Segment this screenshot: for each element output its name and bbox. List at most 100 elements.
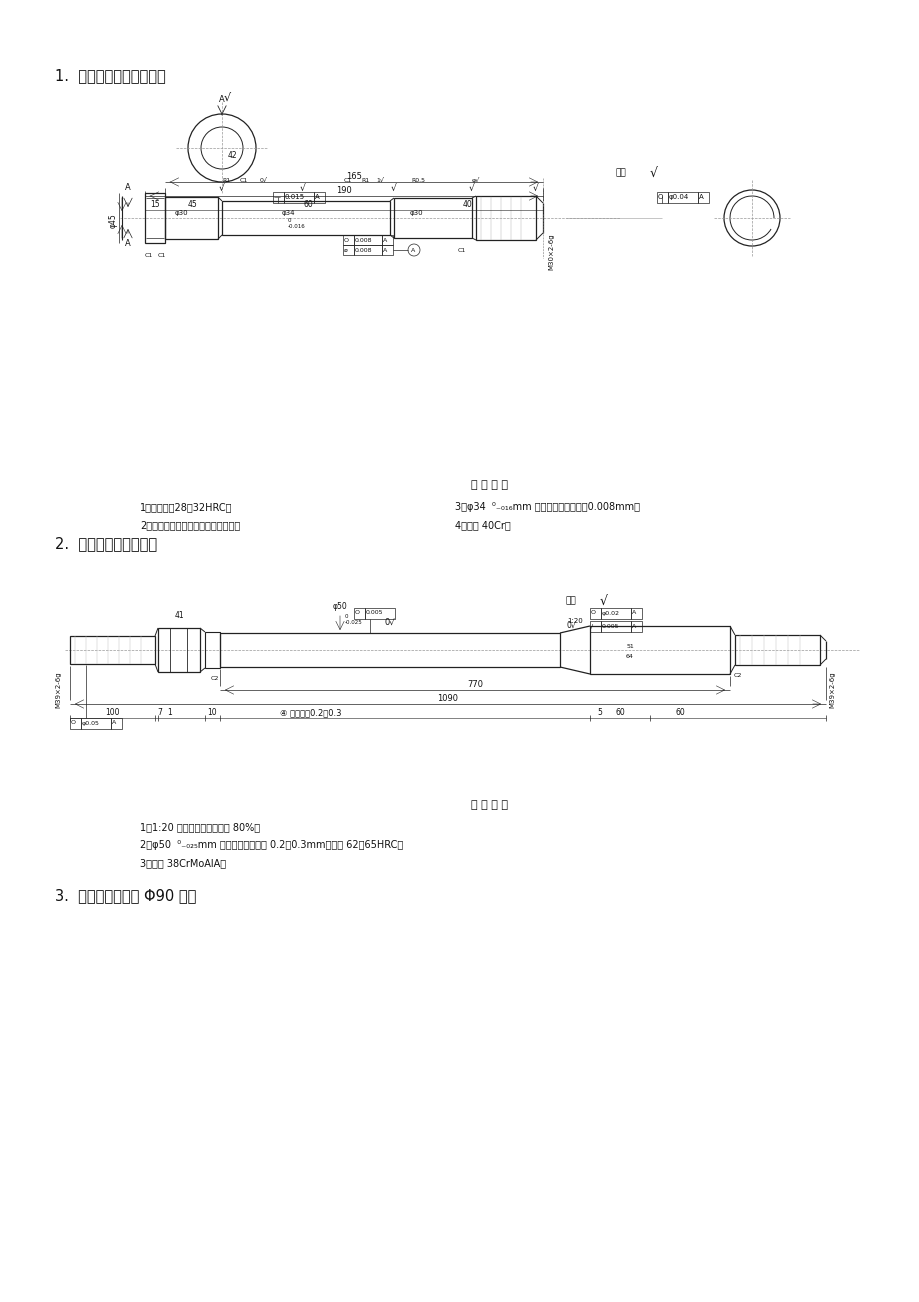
Bar <box>205 631 220 668</box>
Text: A: A <box>382 247 387 253</box>
Text: M39×2-6g: M39×2-6g <box>55 672 61 708</box>
Text: C1: C1 <box>344 178 352 184</box>
Bar <box>343 245 354 255</box>
Bar <box>734 635 819 665</box>
Text: O: O <box>590 611 596 616</box>
Text: φ0.05: φ0.05 <box>82 720 100 725</box>
Bar <box>145 193 165 243</box>
Text: A: A <box>631 611 636 616</box>
Text: 60: 60 <box>302 201 312 210</box>
Text: C2: C2 <box>733 673 742 678</box>
Bar <box>313 191 324 203</box>
Bar <box>381 245 392 255</box>
Text: 1090: 1090 <box>437 694 458 703</box>
Text: 770: 770 <box>467 680 482 689</box>
Text: 0.008: 0.008 <box>355 237 372 242</box>
Text: 0.005: 0.005 <box>601 624 618 629</box>
Text: O: O <box>344 237 348 242</box>
Text: A: A <box>314 194 320 201</box>
Text: 3.  输出轴，毛坏为 Φ90 棒料: 3. 输出轴，毛坏为 Φ90 棒料 <box>55 888 196 904</box>
Text: 1: 1 <box>167 708 172 717</box>
Text: √: √ <box>599 595 607 608</box>
Bar <box>475 197 536 240</box>
Text: A: A <box>382 237 387 242</box>
Bar <box>589 621 600 631</box>
Text: 40: 40 <box>462 201 472 210</box>
Text: φ50: φ50 <box>333 602 347 611</box>
Text: √: √ <box>223 92 231 103</box>
Text: φ34: φ34 <box>282 210 295 216</box>
Bar <box>393 198 471 238</box>
Text: 15: 15 <box>150 201 160 210</box>
Text: 0: 0 <box>345 615 348 618</box>
Text: 45: 45 <box>187 201 198 210</box>
Bar <box>354 245 381 255</box>
Text: 0√: 0√ <box>260 178 267 184</box>
Text: 60: 60 <box>675 708 684 717</box>
Bar <box>158 628 199 672</box>
Text: A: A <box>631 624 636 629</box>
Text: A: A <box>112 720 116 725</box>
Text: 0.015: 0.015 <box>285 194 305 201</box>
Bar <box>284 191 313 203</box>
Text: φ0.02: φ0.02 <box>601 611 619 616</box>
Bar <box>343 234 354 245</box>
Text: 0.008: 0.008 <box>355 247 372 253</box>
Text: ④ 氮化深度0.2－0.3: ④ 氮化深度0.2－0.3 <box>279 708 341 717</box>
Text: 4．材料 40Cr。: 4．材料 40Cr。 <box>455 519 510 530</box>
Text: 0√: 0√ <box>566 621 576 630</box>
Text: √: √ <box>650 167 657 180</box>
Text: C1: C1 <box>240 178 248 184</box>
Text: 2．φ50  ⁰₋₀₂₅mm 部分氮化层深度为 0.2－0.3mm，硬度 62－65HRC。: 2．φ50 ⁰₋₀₂₅mm 部分氮化层深度为 0.2－0.3mm，硬度 62－6… <box>140 840 403 850</box>
Text: O: O <box>657 194 663 201</box>
Bar <box>111 717 122 729</box>
Text: 技 术 要 求: 技 术 要 求 <box>471 480 508 490</box>
Text: 1．1:20 锥度接触面积不少于 80%。: 1．1:20 锥度接触面积不少于 80%。 <box>140 822 260 832</box>
Text: R0.5: R0.5 <box>411 178 425 184</box>
Text: √: √ <box>391 184 396 193</box>
Text: 165: 165 <box>346 172 361 181</box>
Text: -0.016: -0.016 <box>288 224 305 229</box>
Text: A: A <box>698 194 703 201</box>
Text: 2．磁粉探伤，无裂纹，夹渣等缺陋。: 2．磁粉探伤，无裂纹，夹渣等缺陋。 <box>140 519 240 530</box>
Text: 190: 190 <box>335 186 351 195</box>
Text: 1．调质处礈28－32HRC。: 1．调质处礈28－32HRC。 <box>140 503 233 512</box>
Bar <box>165 197 218 240</box>
Text: √: √ <box>532 184 539 193</box>
Text: O: O <box>355 611 359 616</box>
Bar <box>630 608 641 618</box>
Bar <box>354 234 381 245</box>
Bar <box>381 234 392 245</box>
Text: 42: 42 <box>228 151 237 160</box>
Text: -0.025: -0.025 <box>345 620 362 625</box>
Text: 1.  连杆螺钉，毛坏为锻件: 1. 连杆螺钉，毛坏为锻件 <box>55 68 165 83</box>
Text: 10: 10 <box>207 708 217 717</box>
Text: 41: 41 <box>174 611 184 620</box>
Text: 0√: 0√ <box>384 618 395 628</box>
Bar <box>273 191 284 203</box>
Text: √: √ <box>219 184 224 193</box>
Text: 100: 100 <box>105 708 119 717</box>
Bar <box>630 621 641 631</box>
Bar <box>365 608 394 618</box>
Bar <box>589 626 729 674</box>
Text: √: √ <box>300 184 305 193</box>
Text: 1√: 1√ <box>376 178 383 184</box>
Text: 3．φ34  ⁰₋₀₁₆mm 圆度、圆柱度公差为0.008mm。: 3．φ34 ⁰₋₀₁₆mm 圆度、圆柱度公差为0.008mm。 <box>455 503 640 512</box>
Text: 其余: 其余 <box>616 168 626 177</box>
Bar <box>70 635 154 664</box>
Bar <box>589 608 600 618</box>
Text: A: A <box>125 184 130 193</box>
Text: φ√: φ√ <box>471 177 480 184</box>
Bar <box>221 201 390 234</box>
Text: C1: C1 <box>158 253 166 258</box>
Bar <box>600 621 630 631</box>
Text: C2: C2 <box>210 676 219 681</box>
Text: √: √ <box>469 184 474 193</box>
Text: 7: 7 <box>157 708 163 717</box>
Text: 0: 0 <box>288 219 291 224</box>
Text: φ30: φ30 <box>175 210 188 216</box>
Bar <box>656 191 667 203</box>
Text: 2.  活塞杆，毛坏为锻件: 2. 活塞杆，毛坏为锻件 <box>55 536 157 551</box>
Text: 1:20: 1:20 <box>566 618 582 624</box>
